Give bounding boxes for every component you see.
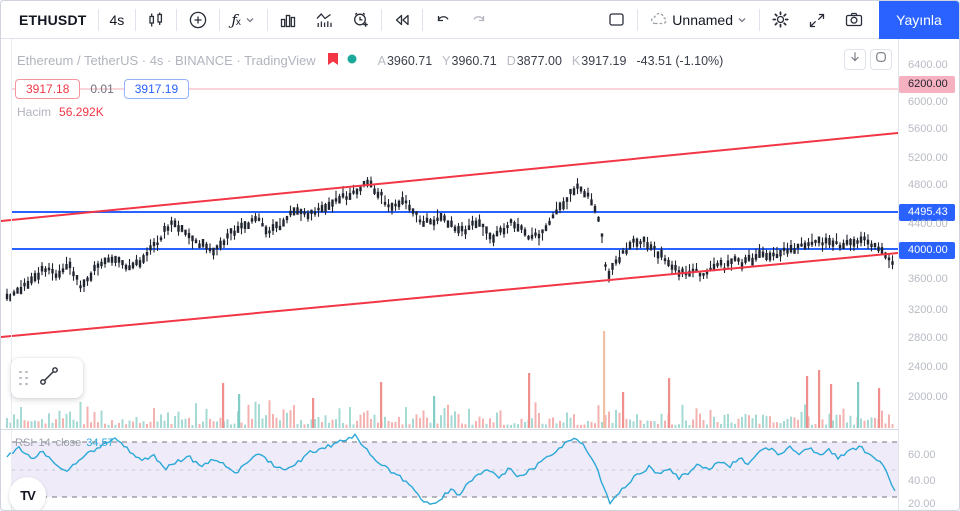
compare-button[interactable] — [179, 5, 217, 35]
redo-icon — [470, 11, 488, 29]
axis-tick-label: 5200.00 — [908, 152, 948, 164]
layout-select-button[interactable] — [598, 5, 635, 35]
alert-flag-icon[interactable] — [326, 52, 340, 69]
divider — [97, 8, 99, 31]
sell-price-button[interactable]: 3917.18 — [15, 79, 81, 99]
columns-icon — [279, 11, 297, 29]
axis-tick-label: 2400.00 — [908, 361, 948, 373]
rsi-length: 14 — [38, 437, 51, 449]
scroll-to-realtime-button[interactable] — [844, 49, 866, 70]
level-price-label: 4495.43 — [899, 203, 955, 221]
axis-tick-label: 2800.00 — [908, 332, 948, 344]
axis-tick-label: 40.00 — [908, 475, 936, 487]
screenshot-button[interactable] — [835, 5, 873, 35]
axis-tick-label: 3600.00 — [908, 273, 948, 285]
rsi-legend[interactable]: RSI 14 close 34.57 — [15, 437, 114, 449]
divider — [421, 8, 423, 31]
tradingview-logo[interactable]: TV — [9, 477, 46, 510]
fullscreen-button[interactable] — [799, 5, 835, 35]
camera-icon — [844, 10, 864, 29]
cloud-save-button[interactable]: Unnamed — [640, 5, 757, 35]
divider — [135, 8, 137, 31]
trend-line-tool-button[interactable] — [36, 363, 62, 394]
axis-tick-label: 6400.00 — [908, 59, 948, 71]
price-axis[interactable]: 6400.00 6200.00 6000.00 5600.00 5200.00 4800.… — [898, 39, 959, 510]
curve-over-bars-icon — [315, 11, 333, 29]
pane-controls — [844, 49, 892, 70]
spread-value: 0.01 — [90, 82, 114, 96]
volume-label: Hacim — [17, 105, 52, 119]
market-status-icon[interactable] — [346, 53, 358, 68]
change-value: -43.51 (-1.10%) — [636, 53, 724, 68]
rsi-value: 34.57 — [86, 437, 114, 449]
candlestick-icon — [147, 11, 165, 29]
bar-replay-button[interactable] — [384, 5, 420, 35]
chart-layout-button[interactable] — [270, 5, 306, 35]
indicator-templates-button[interactable] — [306, 5, 342, 35]
arrow-down-icon — [848, 50, 862, 69]
level-price-label: 4000.00 — [899, 241, 955, 259]
bid-ask-row: 3917.18 0.01 3917.19 — [15, 79, 190, 99]
volume-legend[interactable]: Hacim 56.292K — [17, 105, 104, 119]
divider — [266, 8, 268, 31]
rsi-name: RSI — [15, 437, 34, 449]
ohlc-values: A3960.71 Y3960.71 D3877.00 K3917.19 — [377, 53, 627, 68]
drawing-toolbar — [11, 358, 83, 398]
layout-name-label: Unnamed — [672, 11, 733, 28]
symbol-button[interactable]: ETHUSDT — [11, 5, 96, 35]
rsi-source: close — [55, 437, 82, 449]
toolbar-left: ETHUSDT 4s ƒx — [11, 1, 497, 38]
fx-icon: ƒx — [231, 10, 241, 29]
chart-legend: Ethereum / TetherUS · 4s · BINANCE · Tra… — [17, 52, 723, 69]
publish-button[interactable]: Yayınla — [879, 1, 959, 39]
plus-circle-icon — [188, 10, 208, 30]
alert-button[interactable] — [342, 5, 379, 35]
settings-button[interactable] — [762, 5, 799, 35]
axis-tick-label: 3200.00 — [908, 304, 948, 316]
axis-tick-label: 5600.00 — [908, 123, 948, 135]
interval-button[interactable]: 4s — [101, 5, 134, 35]
replay-icon — [393, 11, 411, 29]
undo-icon — [434, 11, 452, 29]
chevron-down-icon — [736, 14, 748, 26]
chevron-down-icon — [244, 14, 256, 26]
symbol-description[interactable]: Ethereum / TetherUS · 4s · BINANCE · Tra… — [17, 53, 316, 68]
chart-style-button[interactable] — [138, 5, 174, 35]
gear-icon — [771, 10, 790, 29]
square-icon — [607, 10, 626, 29]
top-toolbar: ETHUSDT 4s ƒx — [1, 1, 959, 39]
axis-tick-label: 4400.00 — [908, 218, 948, 230]
maximize-icon — [874, 50, 888, 69]
maximize-pane-button[interactable] — [870, 49, 892, 70]
axis-tick-label: 6000.00 — [908, 96, 948, 108]
axis-tick-label: 60.00 — [908, 449, 936, 461]
toolbar-right: Unnamed Yayınla — [598, 1, 959, 39]
buy-price-button[interactable]: 3917.19 — [123, 79, 190, 99]
axis-tick-label: 20.00 — [908, 498, 936, 510]
cloud-icon — [649, 10, 669, 29]
divider — [219, 8, 221, 31]
divider — [759, 8, 760, 31]
divider — [176, 8, 178, 31]
alarm-clock-plus-icon — [351, 10, 370, 29]
undo-button[interactable] — [425, 5, 461, 35]
axis-tick-label: 4800.00 — [908, 179, 948, 191]
drag-handle[interactable] — [19, 370, 28, 386]
alert-price-label: 6200.00 — [899, 75, 955, 93]
expand-arrows-icon — [808, 11, 826, 29]
redo-button[interactable] — [461, 5, 497, 35]
volume-value: 56.292K — [59, 105, 104, 119]
divider — [380, 8, 382, 31]
divider — [637, 8, 639, 31]
axis-tick-label: 2000.00 — [908, 391, 948, 403]
indicators-button[interactable]: ƒx — [222, 5, 265, 35]
